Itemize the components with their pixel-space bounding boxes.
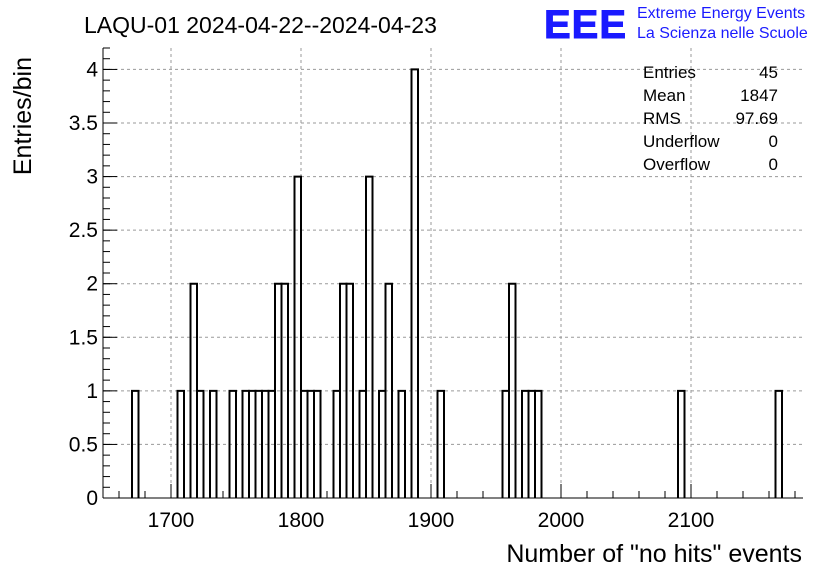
y-tick-label: 1.5 [69,326,98,349]
y-tick-label: 1 [86,380,98,403]
x-tick-label: 2100 [668,509,715,532]
histogram-bin [410,68,419,498]
histogram-bin [365,175,374,498]
histogram-bin [677,389,686,498]
logo-line1: Extreme Energy Events [637,5,805,22]
stats-label: Overflow [643,155,711,174]
stats-label: Mean [643,86,686,105]
x-tick-label: 1800 [278,509,325,532]
axes [102,47,803,499]
histogram-bin [293,175,302,498]
x-tick-labels: 1700 1800 1900 2000 2100 [148,509,715,532]
y-tick-label: 2 [86,273,98,296]
histogram-bin [384,282,393,498]
histogram-bin [774,389,783,498]
stats-value: 1847 [740,86,778,105]
histogram-bin [131,389,140,498]
histogram-bars [131,68,783,498]
stats-label: RMS [643,109,681,128]
y-tick-labels: 0 0.5 1 1.5 2 2.5 3 3.5 4 [69,58,99,510]
stats-box: Entries 45 Mean 1847 RMS 97.69 Underflow 0 Overf… [643,63,778,174]
eee-logo: EEE Extreme Energy Events La Scienza nel… [544,3,808,48]
x-tick-label: 2000 [538,509,585,532]
x-tick-label: 1700 [148,509,195,532]
y-tick-label: 2.5 [69,219,98,242]
histogram-bin [534,389,543,498]
grid [103,48,803,498]
histogram-bin [508,282,517,498]
y-tick-label: 0 [86,487,98,510]
stats-value: 0 [769,132,778,151]
y-tick-label: 3 [86,166,98,189]
x-axis-title: Number of "no hits" events [506,540,802,568]
y-tick-label: 0.5 [69,433,98,456]
logo-mark: EEE [544,3,627,47]
histogram-bin [280,282,289,498]
histogram-bin [397,389,406,498]
logo-line2: La Scienza nelle Scuole [637,25,808,42]
y-tick-label: 4 [86,58,98,81]
histogram-bin [176,389,185,498]
stats-label: Underflow [643,132,720,151]
histogram-bin [228,389,237,498]
histogram-bin [209,389,218,498]
stats-value: 45 [759,63,778,82]
histogram-bin [436,389,445,498]
stats-value: 0 [769,155,778,174]
x-tick-label: 1900 [408,509,455,532]
stats-label: Entries [643,63,696,82]
y-tick-label: 3.5 [69,112,98,135]
histogram-bin [196,389,205,498]
histogram-bin [313,389,322,498]
stats-value: 97.69 [735,109,778,128]
y-axis-title: Entries/bin [9,57,37,175]
histogram-bin [345,282,354,498]
chart-title: LAQU-01 2024-04-22--2024-04-23 [84,12,437,38]
